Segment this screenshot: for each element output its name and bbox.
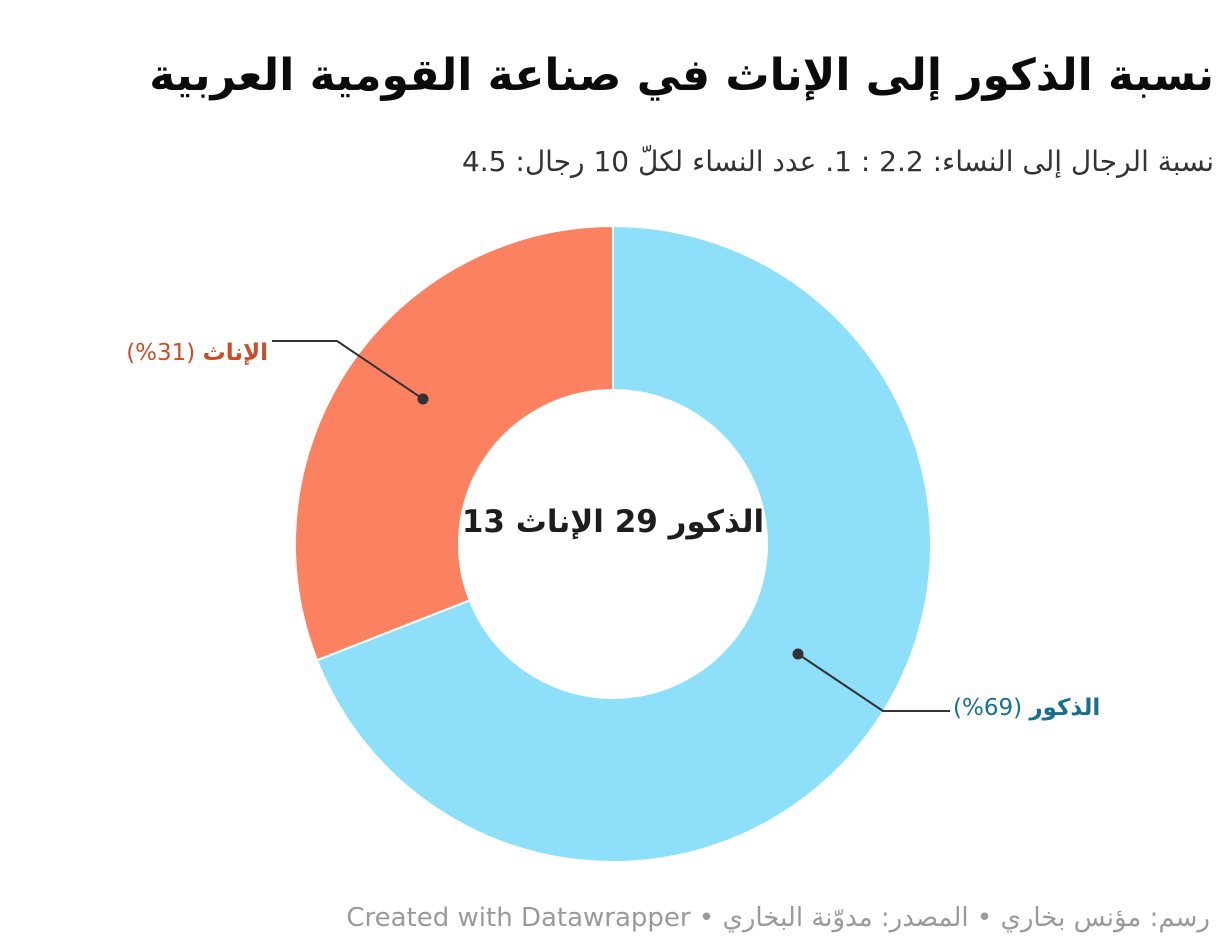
slice-label-males-percent: (%69) (953, 695, 1023, 721)
donut-slice-females[interactable] (294, 224, 614, 662)
slice-label-males: الذكور (%69) (953, 694, 1100, 724)
slice-label-females: الإناث (%31) (126, 339, 268, 369)
chart-title: نسبة الذكور إلى الإناث في صناعة القومية … (149, 50, 1214, 102)
label-connector-dot (417, 393, 429, 405)
label-connector-line (272, 340, 424, 400)
slice-label-males-name: الذكور (1029, 695, 1101, 721)
chart-footer: رسم: مؤنس بخاري • المصدر: مدوّنة البخاري… (346, 903, 1210, 933)
chart-subtitle: نسبة الرجال إلى النساء: 2.2 : 1. عدد الن… (461, 145, 1214, 178)
label-connector-line (797, 653, 950, 712)
slice-label-females-name: الإناث (202, 340, 268, 366)
label-connector-dot (792, 648, 804, 660)
slice-label-females-percent: (%31) (126, 340, 196, 366)
donut-slice-males[interactable] (315, 224, 932, 863)
donut-center-label: الذكور 29 الإناث 13 (461, 504, 765, 540)
